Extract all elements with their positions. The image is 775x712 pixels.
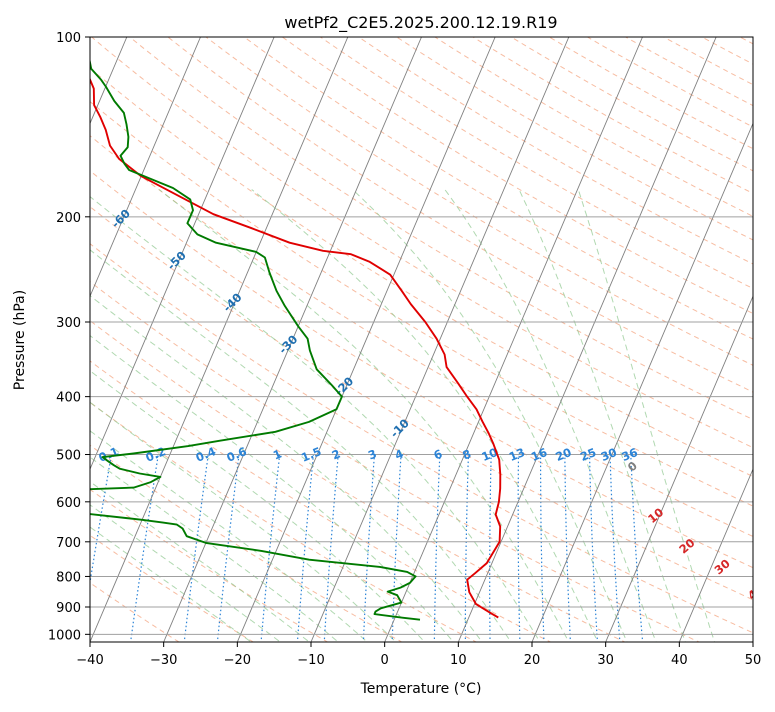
dry-adiabat: [753, 24, 775, 647]
y-tick-label: 1000: [48, 628, 81, 643]
x-tick-label: 20: [524, 653, 541, 668]
y-tick-label: 800: [56, 570, 81, 585]
isotherm: [753, 37, 775, 642]
x-tick-label: 40: [671, 653, 688, 668]
y-tick-label: 300: [56, 316, 81, 331]
x-tick-label: −40: [76, 653, 103, 668]
y-tick-label: 600: [56, 496, 81, 511]
x-tick-label: −30: [150, 653, 177, 668]
y-tick-label: 200: [56, 211, 81, 226]
x-tick-label: −20: [224, 653, 251, 668]
x-tick-label: −10: [297, 653, 324, 668]
x-tick-label: 30: [597, 653, 614, 668]
y-tick-label: 100: [56, 31, 81, 46]
x-tick-label: 10: [450, 653, 467, 668]
x-tick-label: 50: [745, 653, 762, 668]
plot-background: [90, 37, 753, 642]
chart-title: wetPf2_C2E5.2025.200.12.19.R19: [284, 13, 557, 33]
isotherm-label: -80: [0, 122, 21, 147]
y-tick-label: 700: [56, 536, 81, 551]
y-tick-label: 500: [56, 449, 81, 464]
isotherm-label: -70: [53, 164, 78, 189]
y-tick-label: 400: [56, 391, 81, 406]
y-axis-label: Pressure (hPa): [12, 290, 28, 390]
x-axis-label: Temperature (°C): [360, 681, 482, 697]
y-tick-label: 900: [56, 601, 81, 616]
x-tick-label: 0: [381, 653, 389, 668]
